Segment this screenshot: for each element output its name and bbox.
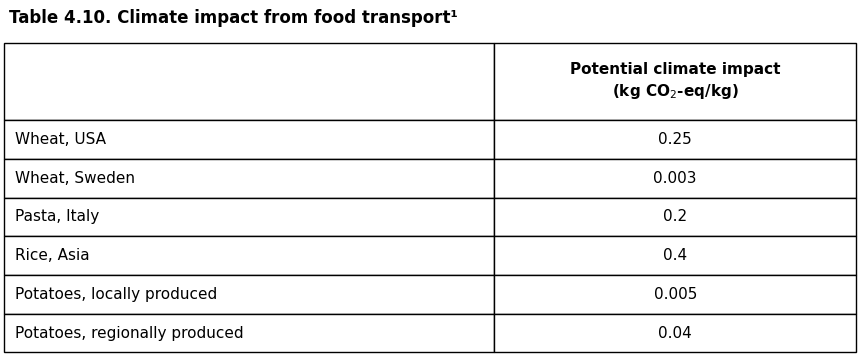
Text: 0.2: 0.2 bbox=[663, 209, 687, 224]
Text: 0.003: 0.003 bbox=[654, 171, 697, 186]
Text: 0.25: 0.25 bbox=[658, 132, 692, 147]
Text: 0.04: 0.04 bbox=[658, 326, 692, 341]
Text: Wheat, Sweden: Wheat, Sweden bbox=[15, 171, 135, 186]
Text: Table 4.10. Climate impact from food transport¹: Table 4.10. Climate impact from food tra… bbox=[9, 9, 457, 27]
Text: Potatoes, regionally produced: Potatoes, regionally produced bbox=[15, 326, 243, 341]
Text: Potential climate impact
(kg CO$_2$-eq/kg): Potential climate impact (kg CO$_2$-eq/k… bbox=[570, 62, 781, 101]
Text: 0.005: 0.005 bbox=[654, 287, 697, 302]
Text: Pasta, Italy: Pasta, Italy bbox=[15, 209, 99, 224]
Text: Wheat, USA: Wheat, USA bbox=[15, 132, 106, 147]
Text: 0.4: 0.4 bbox=[663, 248, 687, 263]
Text: Rice, Asia: Rice, Asia bbox=[15, 248, 89, 263]
Text: Potatoes, locally produced: Potatoes, locally produced bbox=[15, 287, 217, 302]
